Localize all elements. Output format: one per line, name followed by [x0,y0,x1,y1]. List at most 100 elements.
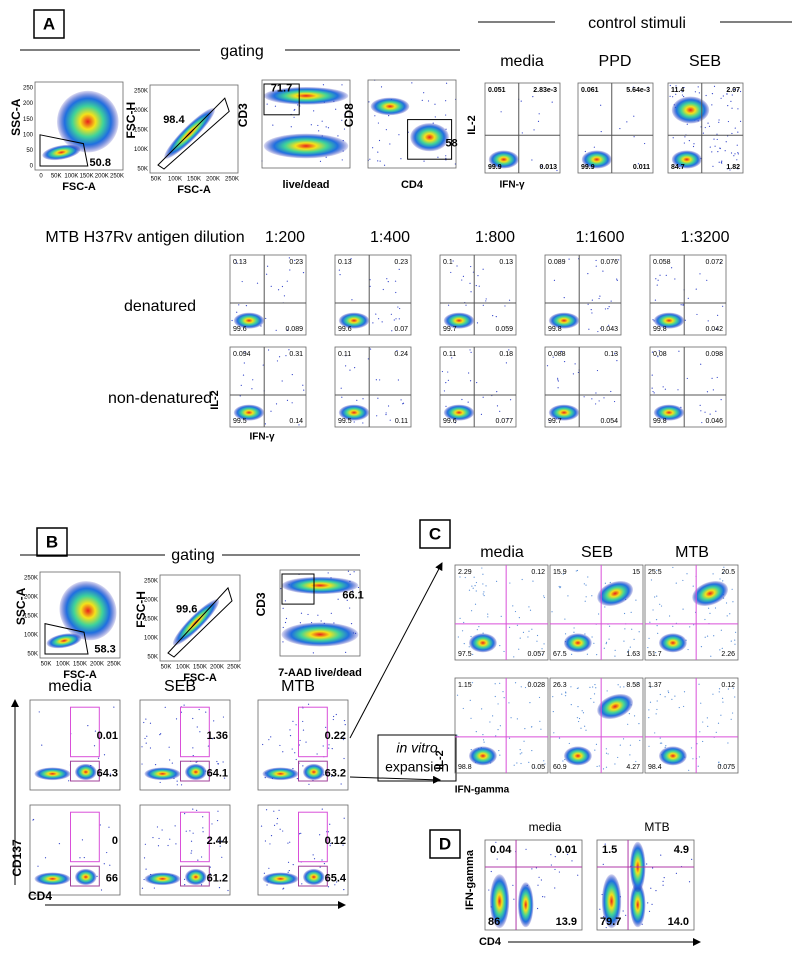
event [508,626,511,628]
event [504,305,506,307]
event [712,573,714,575]
quadrant-value: 0.07 [394,326,408,333]
event [94,730,97,732]
event [605,926,607,929]
event [395,291,397,294]
event [661,742,663,744]
event [299,622,302,624]
panel-label-box [429,829,461,859]
event [585,596,587,598]
axis-label: IL-2 [209,390,221,410]
event [345,651,347,653]
event [652,390,654,393]
event [362,398,364,400]
event [542,896,544,898]
event [717,314,719,316]
event [702,132,704,134]
event [218,840,220,842]
quadrant-value: 99.8 [548,326,562,333]
section-title: MTB H37Rv antigen dilution [45,229,244,246]
quadrant-value: 1.37 [648,682,662,689]
event [699,731,701,733]
column-title: MTB [281,678,315,695]
event [597,330,599,333]
quadrant-value: 4.27 [626,764,640,771]
event [337,135,339,137]
density [233,312,265,329]
event [398,268,400,270]
density [489,874,510,929]
event [649,621,651,623]
event [687,297,689,299]
event [211,823,213,825]
event [629,744,632,746]
tick-label: 150K [80,174,94,180]
event [722,305,724,307]
tick-label: 150K [193,665,207,671]
event [308,783,310,785]
axis-label: CD8 [342,103,356,127]
event [356,399,358,401]
event [292,863,294,866]
event [377,160,379,162]
event [307,703,310,705]
event [531,868,533,870]
event [512,884,514,886]
event [553,279,556,281]
event [505,362,508,364]
event [497,728,499,731]
event [655,713,657,715]
event [680,304,682,306]
event [610,300,612,302]
event [317,614,319,616]
event [294,752,296,754]
quadrant-value: 0.1 [443,259,453,266]
event [697,765,699,767]
quadrant-value: 0.057 [527,651,545,658]
event [536,640,538,642]
event [327,831,329,833]
event [389,143,391,145]
event [717,722,720,724]
event [514,682,517,684]
event [521,578,523,581]
tick-label: 100K [168,177,182,183]
quadrant-value: 0.18 [499,351,513,358]
event [712,693,714,695]
gate-value: 63.2 [325,768,346,780]
event [474,585,476,587]
event [318,130,320,132]
density [658,633,687,653]
event [593,642,595,644]
event [202,816,204,818]
event [339,274,341,276]
event [726,615,728,617]
event [698,92,700,94]
column-title: 1:200 [265,229,305,246]
quadrant-value: 86 [488,916,500,928]
event [227,889,229,892]
event [702,721,704,723]
tick-label: 150K [144,617,158,623]
event [530,726,533,728]
event [700,410,702,412]
gate [157,97,230,170]
event [720,399,722,401]
event [574,363,576,365]
event [334,884,336,886]
event [707,607,710,609]
event [528,606,530,608]
event [524,686,527,689]
event [697,86,699,88]
event [269,843,271,845]
event [487,613,489,615]
event [736,159,738,161]
gate [407,119,453,160]
event [630,611,632,613]
event [266,273,268,275]
event [516,718,518,720]
quadrant-value: 67.5 [553,651,567,658]
event [622,738,625,740]
event [613,400,616,403]
tick-label: 200K [206,177,220,183]
